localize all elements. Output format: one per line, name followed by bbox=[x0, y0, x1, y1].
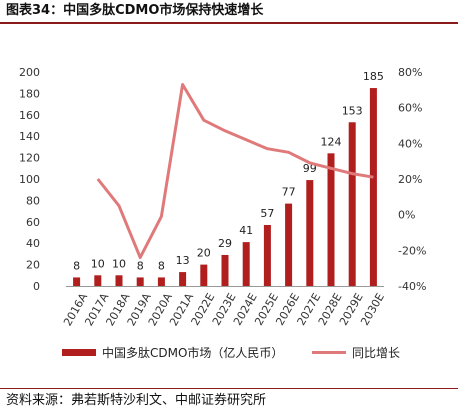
left-tick-label: 40 bbox=[26, 237, 40, 250]
bar bbox=[306, 180, 314, 286]
right-tick-label: -20% bbox=[398, 244, 426, 257]
chart: 0 20 40 60 80 100 120 140 160 180 200 -40% -20% 0% 20… bbox=[19, 66, 426, 360]
bar bbox=[327, 153, 335, 286]
chart-title: 图表34：中国多肽CDMO市场保持快速增长 bbox=[0, 0, 458, 24]
bar bbox=[242, 242, 250, 286]
source-note: 资料来源：弗若斯特沙利文、中邮证券研究所 bbox=[0, 388, 458, 414]
growth-line bbox=[96, 83, 374, 259]
line-series bbox=[96, 83, 374, 259]
right-tick-label: 40% bbox=[398, 137, 422, 150]
left-tick-label: 160 bbox=[19, 109, 40, 122]
bar-value-label: 8 bbox=[73, 259, 80, 272]
right-tick-label: 60% bbox=[398, 102, 422, 115]
left-tick-label: 60 bbox=[26, 216, 40, 229]
bar bbox=[94, 275, 102, 286]
bar-value-label: 8 bbox=[137, 259, 144, 272]
bar bbox=[221, 254, 229, 286]
bar-value-label: 153 bbox=[342, 104, 363, 117]
left-tick-label: 100 bbox=[19, 173, 40, 186]
bar bbox=[115, 275, 123, 286]
bar bbox=[157, 277, 165, 286]
bar bbox=[200, 264, 208, 286]
right-tick-label: -40% bbox=[398, 280, 426, 293]
legend: 中国多肽CDMO市场（亿人民币） 同比增长 bbox=[62, 345, 400, 360]
left-axis: 0 20 40 60 80 100 120 140 160 180 200 bbox=[19, 66, 40, 293]
left-tick-label: 140 bbox=[19, 130, 40, 143]
bar-value-label: 185 bbox=[363, 70, 384, 83]
bar bbox=[285, 203, 293, 286]
right-tick-label: 20% bbox=[398, 173, 422, 186]
bar bbox=[136, 277, 144, 286]
legend-swatch-bar bbox=[62, 349, 96, 356]
bar-value-label: 13 bbox=[176, 254, 190, 267]
bar-value-label: 10 bbox=[112, 257, 126, 270]
right-tick-label: 80% bbox=[398, 66, 422, 79]
left-tick-label: 80 bbox=[26, 194, 40, 207]
left-tick-label: 20 bbox=[26, 259, 40, 272]
bar-series bbox=[73, 88, 377, 286]
bar-value-label: 10 bbox=[91, 257, 105, 270]
right-axis: -40% -20% 0% 20% 40% 60% 80% bbox=[398, 66, 426, 293]
bar-value-label: 124 bbox=[321, 135, 342, 148]
left-tick-label: 200 bbox=[19, 66, 40, 79]
legend-label-bar: 中国多肽CDMO市场（亿人民币） bbox=[102, 345, 283, 360]
bar-value-label: 20 bbox=[197, 247, 211, 260]
bar bbox=[263, 225, 271, 286]
left-tick-label: 0 bbox=[33, 280, 40, 293]
left-tick-label: 180 bbox=[19, 87, 40, 100]
bar bbox=[348, 122, 356, 286]
bar bbox=[73, 277, 81, 286]
legend-label-line: 同比增长 bbox=[352, 346, 400, 360]
right-tick-label: 0% bbox=[398, 209, 415, 222]
bar-value-label: 57 bbox=[260, 207, 274, 220]
bar bbox=[369, 88, 377, 286]
x-axis: 2016A2017A2018A2019A2020A2021A2022E2023E… bbox=[61, 286, 387, 328]
bar-value-label: 8 bbox=[158, 259, 165, 272]
bar bbox=[179, 272, 187, 286]
bar-value-label: 41 bbox=[239, 224, 253, 237]
bar-value-label: 29 bbox=[218, 237, 232, 250]
bar-value-label: 77 bbox=[282, 186, 296, 199]
left-tick-label: 120 bbox=[19, 152, 40, 165]
